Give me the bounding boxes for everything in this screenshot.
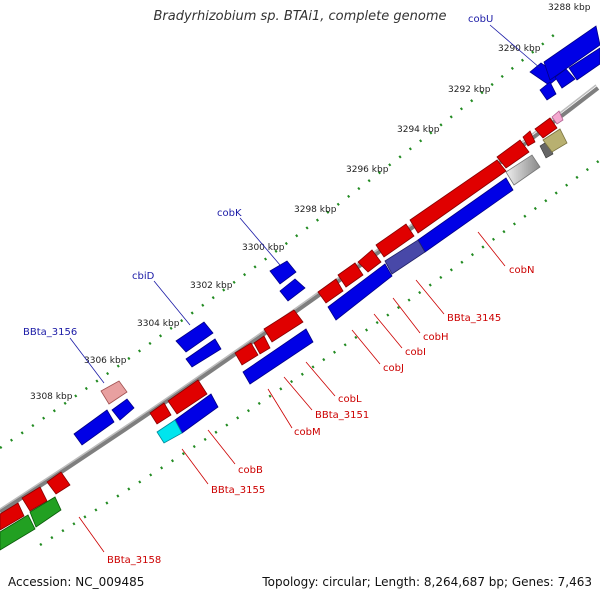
- cds-block[interactable]: [522, 130, 536, 147]
- cds-block[interactable]: [100, 380, 128, 405]
- gene-label-cobM[interactable]: cobM: [294, 427, 321, 438]
- cds-block[interactable]: [551, 110, 564, 125]
- gene-label-cbiD[interactable]: cbiD: [132, 271, 155, 282]
- cds-block[interactable]: [149, 402, 172, 425]
- outer-gene-labels: cobU cobK cbiD BBta_3156: [23, 14, 541, 384]
- cds-block[interactable]: [185, 338, 222, 368]
- cds-block[interactable]: [505, 154, 541, 186]
- cds-block[interactable]: [554, 68, 576, 89]
- cds-block[interactable]: [543, 25, 600, 81]
- gene-label-BBta_3158[interactable]: BBta_3158: [107, 555, 161, 566]
- inner-tick-ring: [39, 159, 600, 547]
- cds-block[interactable]: [0, 502, 25, 531]
- cds-block[interactable]: [337, 262, 364, 288]
- cds-block[interactable]: [111, 398, 135, 421]
- inner-forward-features: [0, 110, 564, 531]
- outer-reverse-features: [73, 25, 600, 446]
- cds-block[interactable]: [269, 260, 297, 285]
- gene-label-BBta_3151[interactable]: BBta_3151: [315, 410, 369, 421]
- gene-label-cobK[interactable]: cobK: [217, 208, 242, 219]
- cds-block[interactable]: [279, 278, 306, 302]
- cds-block[interactable]: [357, 249, 382, 273]
- kbp-label: 3300 kbp: [242, 243, 285, 253]
- cds-block[interactable]: [317, 278, 344, 304]
- cds-block[interactable]: [542, 128, 568, 153]
- genome-summary: Topology: circular; Length: 8,264,687 bp…: [262, 575, 592, 589]
- kbp-label: 3292 kbp: [448, 85, 491, 95]
- gene-label-cobI[interactable]: cobI: [405, 347, 426, 358]
- cds-block[interactable]: [73, 409, 115, 446]
- kbp-label: 3298 kbp: [294, 205, 337, 215]
- cds-block[interactable]: [496, 139, 530, 169]
- kbp-label: 3306 kbp: [84, 356, 127, 366]
- inner-gene-labels: cobN BBta_3145 cobH cobI cobJ cobL BBta_…: [78, 231, 534, 566]
- cds-block[interactable]: [253, 335, 271, 355]
- cds-block[interactable]: [534, 117, 558, 139]
- kbp-label: 3294 kbp: [397, 125, 440, 135]
- kbp-label: 3290 kbp: [498, 44, 541, 54]
- gene-label-cobU[interactable]: cobU: [468, 14, 493, 25]
- cds-block[interactable]: [263, 309, 304, 343]
- cds-block[interactable]: [234, 342, 259, 366]
- cds-block[interactable]: [21, 486, 48, 512]
- cds-block[interactable]: [539, 81, 557, 101]
- gene-label-cobJ[interactable]: cobJ: [383, 363, 404, 374]
- gene-label-BBta_3155[interactable]: BBta_3155: [211, 485, 265, 496]
- genome-title: Bradyrhizobium sp. BTAi1, complete genom…: [153, 9, 447, 24]
- kbp-label: 3304 kbp: [137, 319, 180, 329]
- cds-block[interactable]: [242, 328, 314, 385]
- cds-block[interactable]: [327, 263, 393, 321]
- gene-label-BBta_3145[interactable]: BBta_3145: [447, 313, 501, 324]
- cds-block[interactable]: [568, 47, 600, 81]
- kbp-label: 3296 kbp: [346, 165, 389, 175]
- kbp-label: 3288 kbp: [548, 3, 591, 13]
- cds-block[interactable]: [384, 239, 426, 275]
- gene-label-cobN[interactable]: cobN: [509, 265, 534, 276]
- kbp-ruler: 3288 kbp 3290 kbp 3292 kbp 3294 kbp 3296…: [30, 3, 591, 402]
- gene-label-cobL[interactable]: cobL: [338, 394, 362, 405]
- cds-block[interactable]: [175, 321, 214, 353]
- cds-block[interactable]: [409, 159, 507, 234]
- cds-block[interactable]: [167, 379, 208, 415]
- cds-block[interactable]: [46, 471, 71, 495]
- accession-label: Accession: NC_009485: [8, 575, 145, 589]
- gene-label-cobB[interactable]: cobB: [238, 465, 263, 476]
- cds-block[interactable]: [375, 223, 415, 258]
- inner-reverse-features: [0, 128, 568, 551]
- cds-block[interactable]: [0, 514, 36, 551]
- kbp-label: 3302 kbp: [190, 281, 233, 291]
- gene-label-cobH[interactable]: cobH: [423, 332, 448, 343]
- cds-block[interactable]: [29, 496, 62, 528]
- kbp-label: 3308 kbp: [30, 392, 73, 402]
- cds-block[interactable]: [156, 419, 183, 444]
- gene-label-BBta_3156[interactable]: BBta_3156: [23, 327, 77, 338]
